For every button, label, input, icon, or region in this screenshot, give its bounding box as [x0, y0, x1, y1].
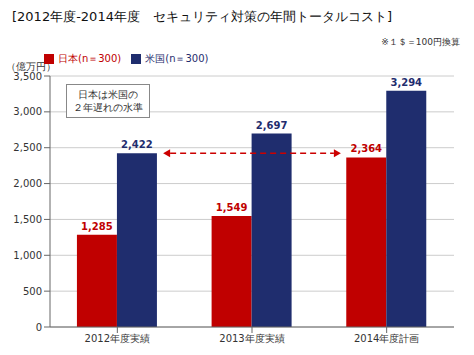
- svg-text:2,697: 2,697: [256, 120, 288, 131]
- html-text:日本(n＝300): 日本(n＝300): [58, 53, 122, 64]
- html-text:（億万円）: （億万円）: [6, 61, 56, 72]
- html-text:米国(n＝300): 米国(n＝300): [145, 53, 209, 64]
- svg-text:2014年度計画: 2014年度計画: [354, 333, 419, 344]
- svg-text:2,422: 2,422: [121, 139, 153, 150]
- svg-text:3,294: 3,294: [390, 77, 422, 88]
- svg-text:1,549: 1,549: [216, 202, 248, 213]
- svg-text:3,500: 3,500: [13, 71, 42, 82]
- svg-text:2012年度実績: 2012年度実績: [85, 333, 150, 344]
- svg-text:2,000: 2,000: [13, 178, 42, 189]
- svg-text:3,000: 3,000: [13, 106, 42, 117]
- svg-text:1,500: 1,500: [13, 214, 42, 225]
- svg-text:500: 500: [23, 286, 42, 297]
- svg-text:1,000: 1,000: [13, 250, 42, 261]
- html-text:※１＄＝100円換算: ※１＄＝100円換算: [381, 37, 460, 47]
- svg-text:0: 0: [36, 322, 42, 333]
- html-text:日本は米国の ２年遅れの水準: 日本は米国の ２年遅れの水準: [73, 89, 143, 113]
- html-text:[2012年度-2014年度 セキュリティ対策の年間トータル: [2012年度-2014年度 セキュリティ対策の年間トータルコスト]: [12, 9, 392, 24]
- svg-text:2,364: 2,364: [350, 143, 382, 154]
- svg-text:1,285: 1,285: [81, 221, 113, 232]
- svg-text:2,500: 2,500: [13, 142, 42, 153]
- svg-text:2013年度実績: 2013年度実績: [219, 333, 284, 344]
